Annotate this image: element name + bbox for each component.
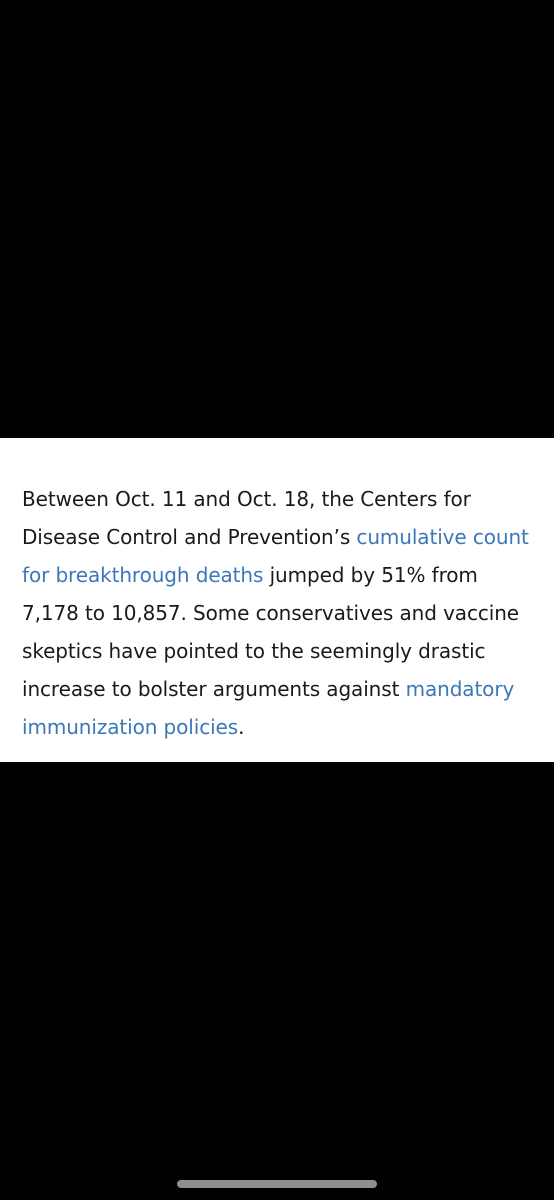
paragraph-text-1: Between Oct. 11 and Oct. 18, the Centers… xyxy=(22,487,471,549)
article-paragraph: Between Oct. 11 and Oct. 18, the Centers… xyxy=(22,480,534,746)
paragraph-text-2: jumped by 51% from 7,178 to 10,857. Some… xyxy=(22,563,519,701)
home-indicator[interactable] xyxy=(177,1180,377,1188)
paragraph-text-3: . xyxy=(238,715,245,739)
video-area-bottom xyxy=(0,762,554,1200)
mandatory-immunization-link[interactable]: mandatory immunization policies xyxy=(22,677,515,739)
video-area-top xyxy=(0,0,554,438)
cumulative-count-link[interactable]: cumulative count for breakthrough deaths xyxy=(22,525,529,587)
article-excerpt-panel: Between Oct. 11 and Oct. 18, the Centers… xyxy=(0,438,554,762)
